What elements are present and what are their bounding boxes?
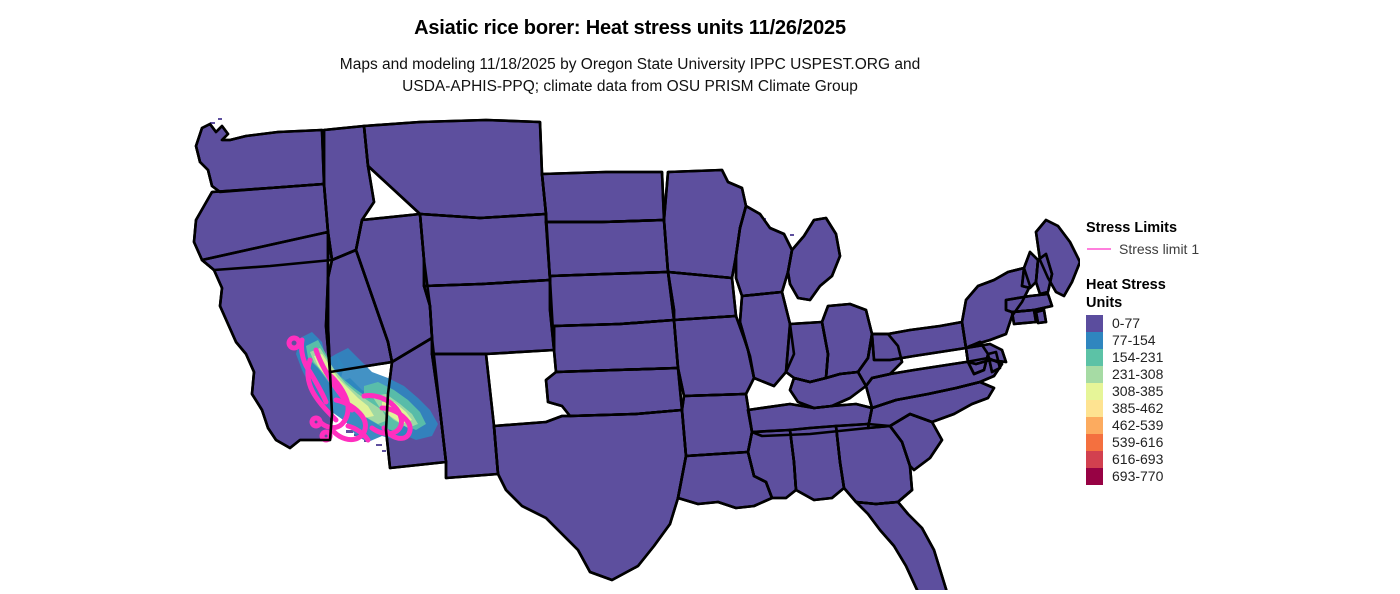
subtitle-line-1: Maps and modeling 11/18/2025 by Oregon S…	[339, 56, 921, 73]
coastal-island	[376, 444, 382, 446]
legend-class-row[interactable]: 154-231	[1086, 349, 1316, 366]
state-in	[784, 320, 830, 384]
stress-limit-contour	[379, 405, 413, 441]
legend-class-label: 693-770	[1112, 468, 1164, 484]
state-sd	[544, 218, 670, 282]
legend-color-swatch	[1086, 417, 1103, 434]
stress-limit-contour	[305, 357, 339, 423]
stress-limit-contours	[286, 335, 413, 443]
stress-limit-contour	[345, 423, 371, 443]
state-ar	[680, 392, 754, 458]
legend-class-label: 154-231	[1112, 349, 1164, 365]
state-border-tn	[746, 402, 874, 438]
state-border-wa	[194, 122, 326, 194]
legend-class-row[interactable]: 539-616	[1086, 434, 1316, 451]
legend-class-label: 539-616	[1112, 434, 1164, 450]
state-borders	[192, 118, 1080, 590]
state-tx	[492, 408, 688, 582]
legend-color-swatch	[1086, 434, 1103, 451]
legend-class-row[interactable]: 77-154	[1086, 332, 1316, 349]
legend-color-swatch	[1086, 383, 1103, 400]
state-border-ma	[1004, 292, 1054, 314]
stress-limit-1-label: Stress limit 1	[1119, 240, 1200, 257]
page-title: Asiatic rice borer: Heat stress units 11…	[414, 17, 846, 39]
state-border-tx	[492, 408, 688, 582]
legend-color-swatch	[1086, 315, 1103, 332]
state-co	[422, 278, 556, 356]
map-legend: Stress Limits Stress limit 1 Heat Stress…	[1086, 219, 1316, 485]
legend-class-label: 308-385	[1112, 383, 1164, 399]
legend-class-row[interactable]: 693-770	[1086, 468, 1316, 485]
legend-color-swatch	[1086, 468, 1103, 485]
heat-stress-title-line-1: Heat Stress	[1086, 277, 1166, 293]
state-border-de	[986, 350, 1002, 374]
coastal-island	[218, 118, 222, 120]
stress-limit-contour	[331, 397, 368, 443]
state-border-md	[964, 342, 1008, 366]
stress-limits-title: Stress Limits	[1086, 220, 1178, 236]
page-subtitle: Maps and modeling 11/18/2025 by Oregon S…	[0, 54, 1260, 98]
state-ok	[544, 366, 684, 418]
legend-color-swatch	[1086, 332, 1103, 349]
state-border-ri	[1034, 308, 1048, 325]
color-ramp: 0-77 77-154 154-231 231-308 308-385 385-462 46…	[1086, 315, 1316, 485]
state-border-ky	[788, 370, 868, 410]
state-border-az	[384, 336, 448, 470]
state-polygons	[192, 118, 1080, 590]
legend-class-label: 616-693	[1112, 451, 1164, 467]
legend-class-row[interactable]: 385-462	[1086, 400, 1316, 417]
legend-color-swatch	[1086, 366, 1103, 383]
state-nd	[540, 170, 666, 224]
coastal-island	[818, 228, 821, 230]
state-border-fl	[854, 488, 948, 590]
legend-class-row[interactable]: 0-77	[1086, 315, 1316, 332]
legend-class-row[interactable]: 231-308	[1086, 366, 1316, 383]
coastal-island	[346, 430, 353, 433]
legend-color-swatch	[1086, 451, 1103, 468]
state-border-nm	[430, 352, 500, 480]
legend-class-row[interactable]: 462-539	[1086, 417, 1316, 434]
legend-class-label: 0-77	[1112, 315, 1141, 331]
coastal-island	[790, 234, 794, 236]
state-border-me	[1034, 218, 1080, 298]
stress-limit-line-icon	[1087, 247, 1111, 250]
heat-stress-units-title: Heat Stress Units	[1086, 276, 1316, 312]
legend-color-swatch	[1086, 349, 1103, 366]
legend-class-label: 231-308	[1112, 366, 1164, 382]
legend-class-label: 385-462	[1112, 400, 1164, 416]
legend-class-label: 77-154	[1112, 332, 1156, 348]
us-choropleth-map	[150, 110, 1080, 590]
legend-class-row[interactable]: 616-693	[1086, 451, 1316, 468]
coastal-island	[210, 122, 215, 124]
state-border-mi	[786, 216, 842, 302]
legend-class-row[interactable]: 308-385	[1086, 383, 1316, 400]
state-wy	[418, 212, 552, 288]
legend-class-label: 462-539	[1112, 417, 1164, 433]
stress-limit-contour	[309, 415, 323, 429]
legend-color-swatch	[1086, 400, 1103, 417]
state-border-or	[192, 182, 334, 272]
legend-item-stress-limit-1[interactable]: Stress limit 1	[1087, 239, 1316, 258]
state-border-ct	[1010, 308, 1038, 326]
subtitle-line-2: USDA-APHIS-PPQ; climate data from OSU PR…	[402, 78, 858, 95]
state-al	[788, 424, 846, 502]
state-mt	[362, 118, 548, 220]
map-svg	[192, 118, 1080, 590]
state-ks	[552, 318, 680, 374]
state-ia	[666, 270, 738, 322]
stress-limit-contour	[286, 335, 302, 351]
state-border-wi	[734, 204, 794, 298]
state-border-wv	[856, 332, 904, 388]
coastal-island	[382, 450, 386, 452]
heat-stress-title-line-2: Units	[1086, 295, 1123, 311]
state-border-il	[738, 290, 796, 388]
state-border-nh	[1034, 252, 1054, 296]
